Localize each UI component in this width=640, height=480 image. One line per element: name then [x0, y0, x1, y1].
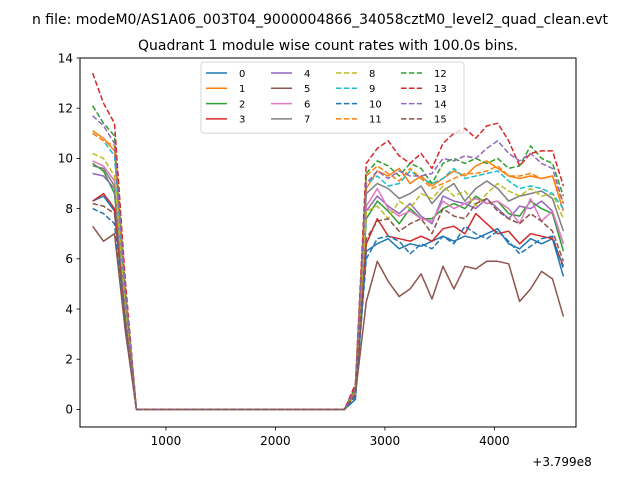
- series-line-1: [92, 130, 565, 411]
- series-line-0: [92, 195, 565, 411]
- legend-label-1: 1: [239, 84, 245, 95]
- chart-title: Quadrant 1 module wise count rates with …: [138, 38, 518, 54]
- x-tick-label: 1000: [151, 434, 182, 448]
- x-tick-label: 2000: [260, 434, 291, 448]
- legend-label-3: 3: [239, 115, 245, 126]
- legend-label-0: 0: [239, 69, 245, 80]
- series-line-3: [92, 192, 565, 411]
- legend-label-8: 8: [369, 69, 375, 80]
- series-line-2: [92, 162, 565, 411]
- legend-label-15: 15: [434, 115, 447, 126]
- legend-label-6: 6: [304, 99, 310, 110]
- y-tick-label: 0: [65, 403, 73, 417]
- series-line-14: [92, 115, 565, 411]
- y-tick-label: 4: [65, 302, 73, 316]
- series-line-10: [92, 207, 565, 411]
- legend-box: [200, 61, 465, 134]
- legend-label-11: 11: [369, 115, 382, 126]
- plot-frame: [79, 57, 577, 428]
- legend-label-7: 7: [304, 115, 310, 126]
- legend-label-10: 10: [369, 99, 382, 110]
- x-tick-label: 4000: [479, 434, 510, 448]
- y-tick-label: 14: [58, 51, 73, 65]
- plot-lines: [91, 72, 565, 411]
- x-tick-label: 3000: [370, 434, 401, 448]
- figure-suptitle: n file: modeM0/AS1A06_003T04_9000004866_…: [32, 12, 609, 28]
- legend-label-13: 13: [434, 84, 447, 95]
- y-tick-label: 2: [65, 353, 73, 367]
- y-tick-label: 12: [58, 102, 73, 116]
- y-tick-label: 8: [65, 202, 73, 216]
- series-line-15: [92, 197, 565, 411]
- series-line-4: [92, 172, 565, 411]
- series-line-12: [91, 105, 565, 411]
- series-line-5: [91, 225, 565, 411]
- legend-label-5: 5: [304, 84, 310, 95]
- legend-label-9: 9: [369, 84, 375, 95]
- y-tick-label: 6: [65, 252, 73, 266]
- series-line-11: [92, 132, 565, 411]
- x-offset-label: +3.799e8: [532, 455, 591, 469]
- series-line-8: [92, 152, 565, 411]
- legend-label-2: 2: [239, 99, 245, 110]
- series-line-9: [92, 132, 565, 411]
- legend-label-12: 12: [434, 69, 447, 80]
- y-tick-label: 10: [58, 152, 73, 166]
- legend-label-4: 4: [304, 69, 310, 80]
- series-line-6: [92, 160, 565, 411]
- legend-label-14: 14: [434, 99, 447, 110]
